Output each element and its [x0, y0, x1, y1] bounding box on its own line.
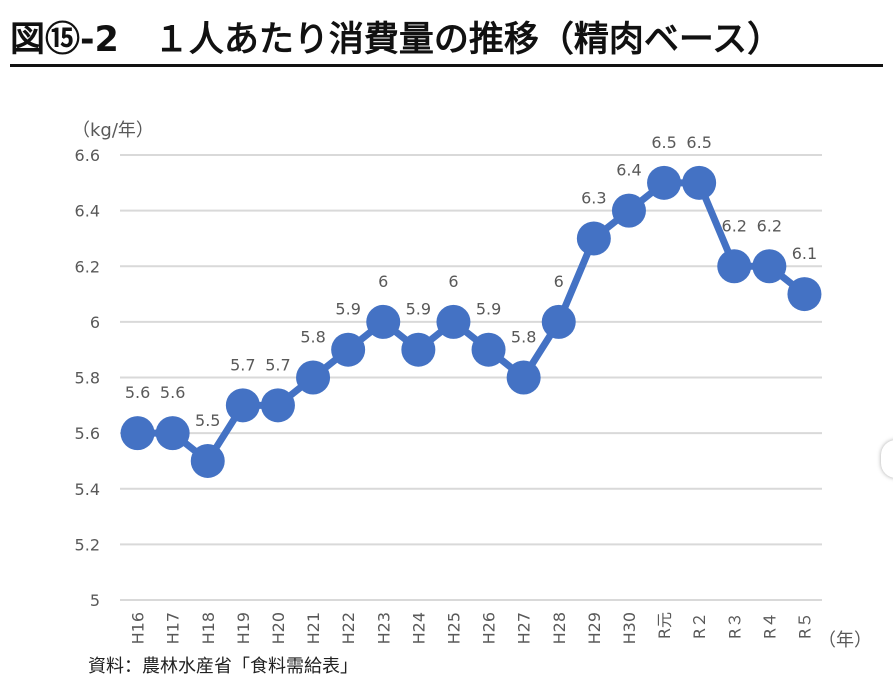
y-tick-label: 6.4 — [75, 202, 100, 221]
data-label: 6.2 — [757, 216, 782, 235]
y-tick-label: 5.8 — [75, 369, 100, 388]
data-label: 5.9 — [476, 300, 501, 319]
data-label: 6 — [554, 272, 564, 291]
y-tick-label: 5.4 — [75, 480, 100, 499]
x-tick-label: H28 — [550, 612, 569, 644]
y-tick-label: 6 — [90, 313, 100, 332]
data-label: 6.5 — [686, 133, 711, 152]
data-point — [471, 332, 506, 367]
x-tick-labels: H16 H17 H18 H19 H20 H21 H22 H23 H24 H25 H26 H27 H28 H… — [129, 612, 815, 644]
data-label: 6 — [448, 272, 458, 291]
x-tick-label: H30 — [620, 612, 639, 644]
data-label: 6.5 — [651, 133, 676, 152]
y-tick-label: 6.2 — [75, 257, 100, 276]
data-label: 6.4 — [616, 161, 641, 180]
x-tick-label: R２ — [690, 612, 709, 639]
data-point — [541, 304, 576, 339]
data-point — [647, 165, 682, 200]
data-point — [225, 388, 260, 423]
data-label: 5.5 — [195, 411, 220, 430]
data-point — [260, 388, 295, 423]
gridlines — [120, 154, 822, 601]
data-point — [296, 360, 331, 395]
data-label: 5.6 — [125, 383, 150, 402]
x-tick-label: R５ — [795, 612, 814, 639]
data-point — [366, 304, 401, 339]
data-point — [576, 221, 611, 256]
data-point — [436, 304, 471, 339]
x-tick-label: H24 — [409, 612, 428, 644]
x-tick-label: R４ — [760, 612, 779, 639]
y-tick-label: 5 — [90, 591, 100, 610]
data-label: 5.9 — [335, 300, 360, 319]
scroll-handle[interactable] — [881, 440, 893, 478]
x-tick-label: H23 — [374, 612, 393, 644]
data-label: 6.2 — [722, 216, 747, 235]
y-axis-label: （kg/年） — [72, 120, 154, 141]
data-point — [155, 416, 190, 451]
data-points — [120, 165, 822, 478]
data-point — [682, 165, 717, 200]
data-label: 5.6 — [160, 383, 185, 402]
y-tick-labels: 5 5.2 5.4 5.6 5.8 6 6.2 6.4 6.6 — [75, 146, 100, 610]
x-tick-label: H18 — [199, 612, 218, 644]
data-point — [401, 332, 436, 367]
data-label: 5.8 — [511, 328, 536, 347]
data-label: 5.9 — [406, 300, 431, 319]
data-label: 6.3 — [581, 188, 606, 207]
data-point — [331, 332, 366, 367]
data-point — [717, 249, 752, 284]
data-point — [506, 360, 541, 395]
page-title: 図⑮-2 １人あたり消費量の推移（精肉ベース） — [10, 18, 883, 67]
data-point — [752, 249, 787, 284]
data-label: 5.7 — [265, 355, 290, 374]
x-tick-label: R３ — [725, 612, 744, 639]
data-point — [787, 277, 822, 312]
x-tick-label: R元 — [655, 612, 674, 639]
x-tick-label: H19 — [234, 612, 253, 644]
source-note: 資料：農林水産省「食料需給表」 — [88, 656, 358, 677]
data-label: 5.7 — [230, 355, 255, 374]
x-tick-label: H29 — [585, 612, 604, 644]
x-tick-label: H27 — [515, 612, 534, 644]
data-point — [190, 443, 225, 478]
x-tick-label: H25 — [444, 612, 463, 644]
x-tick-label: H20 — [269, 612, 288, 644]
x-tick-label: H22 — [339, 612, 358, 644]
data-point — [120, 416, 155, 451]
y-tick-label: 6.6 — [75, 146, 100, 165]
data-label: 6 — [378, 272, 388, 291]
data-label: 6.1 — [792, 244, 817, 263]
y-tick-label: 5.6 — [75, 424, 100, 443]
x-tick-label: H26 — [480, 612, 499, 644]
data-label: 5.8 — [300, 328, 325, 347]
x-tick-label: H21 — [304, 612, 323, 644]
x-tick-label: H16 — [129, 612, 148, 644]
x-tick-label: H17 — [164, 612, 183, 644]
data-point — [611, 193, 646, 228]
y-tick-label: 5.2 — [75, 535, 100, 554]
x-axis-label: （年） — [818, 630, 872, 651]
data-labels: 5.6 5.6 5.5 5.7 5.7 5.8 5.9 6 5.9 6 5.9 5.8 6 6.3 6.4 6… — [125, 133, 817, 430]
